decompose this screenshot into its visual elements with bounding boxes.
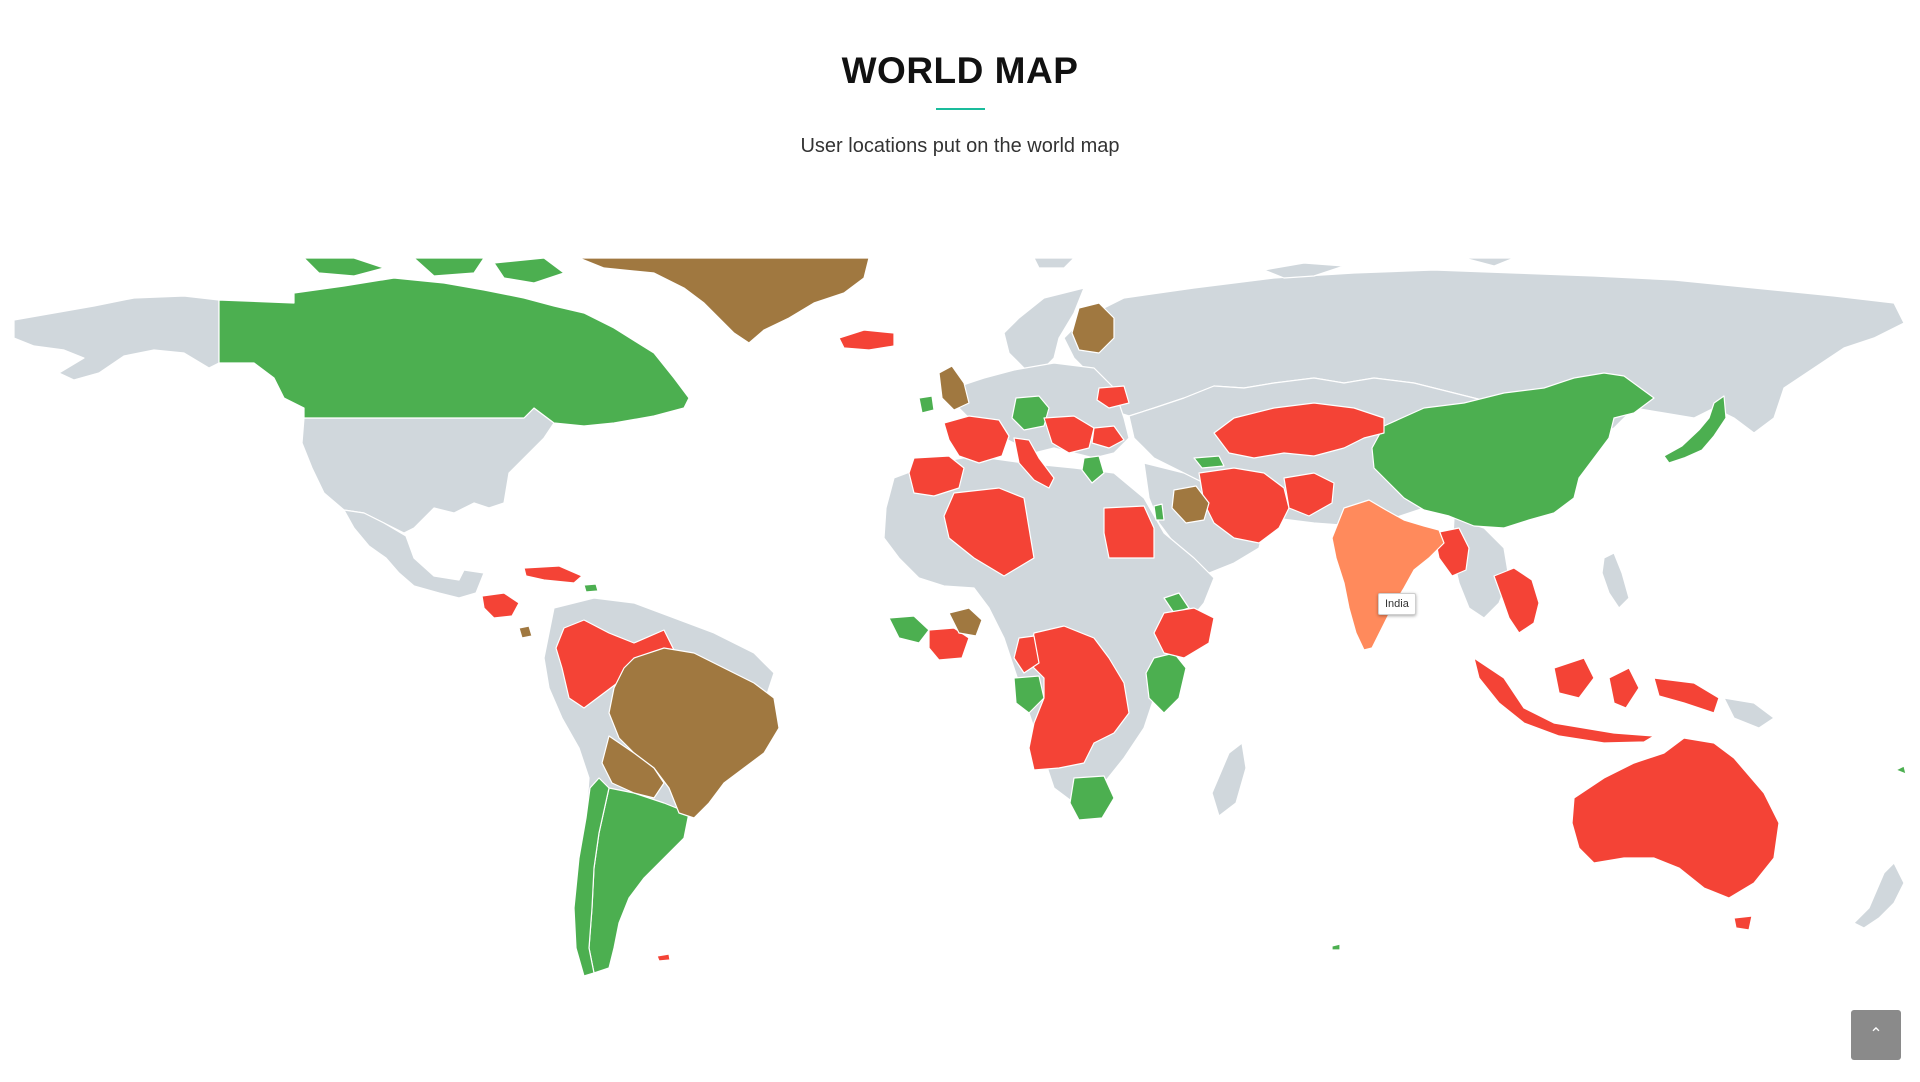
country-greece[interactable] [1081, 455, 1105, 484]
region-arctic-islands[interactable] [1033, 258, 1515, 279]
country-belarus[interactable] [1096, 385, 1130, 409]
country-afghanistan[interactable] [1283, 472, 1335, 517]
country-new-zealand[interactable] [1853, 862, 1905, 929]
country-egypt[interactable] [1103, 505, 1155, 559]
country-central-america[interactable] [481, 592, 520, 619]
country-bolivia-paraguay[interactable] [601, 735, 665, 799]
country-iceland[interactable] [838, 329, 895, 351]
country-australia[interactable] [1571, 737, 1780, 931]
country-indonesia[interactable] [1473, 657, 1720, 744]
country-philippines[interactable] [1601, 552, 1630, 609]
country-greenland[interactable] [578, 258, 870, 344]
country-japan[interactable] [1663, 395, 1727, 464]
country-ethiopia[interactable] [1153, 607, 1215, 659]
country-eritrea[interactable] [1163, 592, 1190, 614]
country-israel[interactable] [1153, 503, 1165, 521]
country-algeria[interactable] [943, 487, 1035, 577]
country-indochina[interactable] [1493, 567, 1540, 634]
countries-green [218, 258, 1906, 977]
scroll-to-top-button[interactable]: ⌃ [1851, 1010, 1901, 1060]
region-papua-east[interactable] [1723, 697, 1775, 729]
country-congo-car-angola[interactable] [1028, 625, 1130, 771]
country-china[interactable] [1371, 372, 1655, 529]
country-brazil[interactable] [608, 647, 780, 819]
country-botswana[interactable] [1069, 775, 1115, 821]
country-alaska[interactable] [14, 295, 220, 381]
countries-red [481, 329, 1780, 962]
country-india[interactable] [1331, 499, 1445, 651]
country-ireland[interactable] [918, 395, 935, 414]
country-iraq[interactable] [1171, 485, 1210, 524]
country-dominican-republic[interactable] [583, 583, 599, 593]
country-ghana-ivory-coast[interactable] [928, 627, 970, 661]
country-finland[interactable] [1071, 302, 1115, 354]
world-map-svg[interactable] [14, 258, 1906, 978]
country-canada[interactable] [218, 258, 690, 427]
title-underline [936, 108, 985, 110]
country-burkina-faso-togo[interactable] [948, 607, 983, 637]
country-madagascar[interactable] [1211, 742, 1247, 817]
country-chile[interactable] [573, 777, 610, 977]
page-title: WORLD MAP [841, 50, 1079, 91]
country-united-kingdom[interactable] [938, 365, 970, 411]
country-italy[interactable] [1013, 437, 1055, 489]
country-central-europe[interactable] [1043, 415, 1095, 454]
country-kazakhstan[interactable] [1213, 402, 1385, 459]
country-argentina[interactable] [588, 787, 690, 974]
tooltip-country-name: India [1385, 598, 1409, 610]
country-romania[interactable] [1091, 425, 1125, 449]
country-france[interactable] [943, 415, 1010, 464]
country-spain-portugal[interactable] [908, 455, 965, 497]
country-mexico[interactable] [343, 509, 485, 599]
country-tooltip: India [1378, 593, 1416, 615]
country-georgia[interactable] [1193, 455, 1225, 469]
countries-brown [518, 258, 1210, 819]
country-cuba-haiti[interactable] [523, 565, 583, 584]
countries-highlighted [1331, 499, 1445, 651]
country-cameroon[interactable] [1013, 635, 1040, 674]
country-falkland-islands[interactable] [656, 953, 671, 962]
country-panama[interactable] [518, 625, 533, 639]
chevron-up-icon: ⌃ [1869, 1026, 1883, 1043]
country-germany[interactable] [1011, 395, 1050, 431]
country-guinea-liberia[interactable] [888, 615, 930, 644]
country-gabon[interactable] [1013, 675, 1045, 714]
country-united-states[interactable] [301, 407, 555, 534]
world-map[interactable]: India [14, 258, 1906, 978]
country-turkmenistan-iran[interactable] [1198, 467, 1290, 544]
country-new-caledonia[interactable] [1331, 765, 1906, 951]
page-subtitle: User locations put on the world map [800, 135, 1120, 157]
